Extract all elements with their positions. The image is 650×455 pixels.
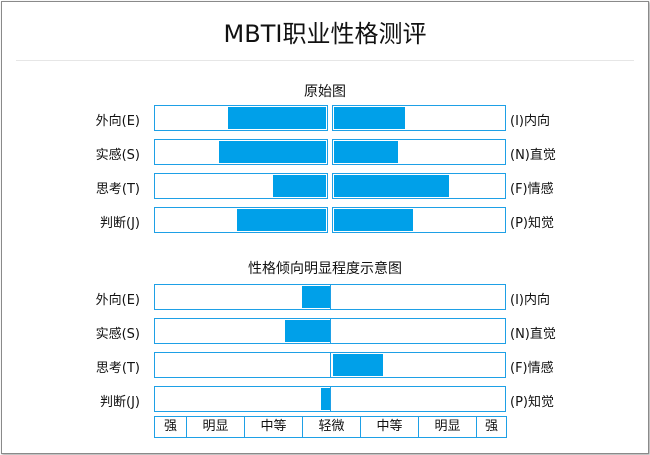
raw-left-bar-0 bbox=[227, 107, 326, 129]
scale-label-3: 轻微 bbox=[302, 416, 361, 438]
raw-right-box-3 bbox=[332, 207, 506, 233]
scale-label-5: 明显 bbox=[418, 416, 477, 438]
clarity-right-bar-2 bbox=[333, 354, 383, 376]
raw-right-label-3: (P)知觉 bbox=[510, 216, 554, 231]
clarity-chart-title: 性格倾向明显程度示意图 bbox=[248, 261, 402, 277]
raw-left-label-3: 判断(J) bbox=[100, 216, 140, 231]
raw-right-box-1 bbox=[332, 139, 506, 165]
raw-right-bar-0 bbox=[334, 107, 405, 129]
clarity-right-label-2: (F)情感 bbox=[510, 361, 554, 376]
clarity-left-label-0: 外向(E) bbox=[95, 293, 140, 308]
raw-right-bar-1 bbox=[334, 141, 398, 163]
raw-right-box-2 bbox=[332, 173, 506, 199]
page-title: MBTI职业性格测评 bbox=[223, 20, 427, 48]
clarity-left-label-1: 实感(S) bbox=[95, 327, 140, 342]
scale-label-0: 强 bbox=[154, 416, 187, 438]
clarity-left-bar-3 bbox=[321, 388, 330, 410]
raw-right-label-0: (I)内向 bbox=[510, 114, 550, 129]
raw-left-bar-1 bbox=[219, 141, 326, 163]
raw-left-bar-3 bbox=[236, 209, 326, 231]
raw-left-box-1 bbox=[154, 139, 328, 165]
raw-right-label-2: (F)情感 bbox=[510, 182, 554, 197]
raw-chart-title: 原始图 bbox=[304, 84, 346, 100]
raw-left-bar-2 bbox=[272, 175, 326, 197]
raw-left-box-3 bbox=[154, 207, 328, 233]
raw-right-bar-2 bbox=[334, 175, 450, 197]
raw-right-bar-3 bbox=[334, 209, 414, 231]
raw-right-label-1: (N)直觉 bbox=[510, 148, 556, 163]
clarity-left-label-2: 思考(T) bbox=[95, 361, 140, 376]
scale-label-4: 中等 bbox=[360, 416, 419, 438]
clarity-left-bar-1 bbox=[285, 320, 330, 342]
raw-left-label-0: 外向(E) bbox=[95, 114, 140, 129]
raw-left-label-2: 思考(T) bbox=[95, 182, 140, 197]
raw-left-label-1: 实感(S) bbox=[95, 148, 140, 163]
raw-right-box-0 bbox=[332, 105, 506, 131]
clarity-right-label-0: (I)内向 bbox=[510, 293, 550, 308]
raw-left-box-2 bbox=[154, 173, 328, 199]
title-divider bbox=[16, 60, 634, 61]
clarity-left-bar-0 bbox=[302, 286, 330, 308]
clarity-left-label-3: 判断(J) bbox=[100, 395, 140, 410]
clarity-right-label-3: (P)知觉 bbox=[510, 395, 554, 410]
clarity-center-line-3 bbox=[330, 386, 331, 412]
scale-label-2: 中等 bbox=[244, 416, 303, 438]
scale-label-6: 强 bbox=[476, 416, 507, 438]
clarity-right-label-1: (N)直觉 bbox=[510, 327, 556, 342]
clarity-center-line-0 bbox=[330, 284, 331, 310]
raw-left-box-0 bbox=[154, 105, 328, 131]
scale-label-1: 明显 bbox=[186, 416, 245, 438]
clarity-center-line-1 bbox=[330, 318, 331, 344]
clarity-center-line-2 bbox=[330, 352, 331, 378]
